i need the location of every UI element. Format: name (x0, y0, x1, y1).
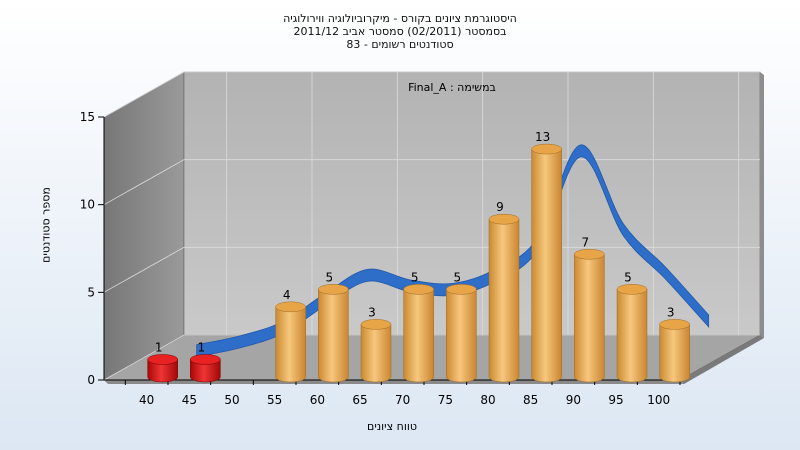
x-tick-label: 45 (182, 393, 197, 407)
bar-value-label: 7 (582, 235, 590, 249)
bar-value-label: 1 (198, 340, 206, 354)
bar-top (616, 284, 648, 295)
bar-value-label: 5 (454, 270, 462, 284)
bar-top (147, 354, 178, 365)
y-axis-label: מספר סטודנטים (39, 187, 53, 263)
floor-right-edge (680, 335, 764, 384)
bar-body (360, 324, 392, 383)
histogram-bar (574, 249, 605, 383)
y-tick-label: 5 (87, 285, 95, 299)
bar-body (616, 289, 648, 383)
bar-body (574, 254, 605, 383)
chart-subtitle-semester: בסמסטר (02/2011) סמסטר אביב 2011/12 (293, 25, 507, 38)
x-tick-label: 70 (395, 393, 410, 407)
histogram-bar (488, 213, 520, 383)
bar-body (488, 218, 520, 383)
bar-body (659, 324, 690, 383)
x-tick-label: 75 (438, 393, 453, 407)
y-tick-label: 15 (80, 110, 95, 124)
bar-top (403, 284, 434, 295)
histogram-bar (659, 319, 690, 383)
bar-top (190, 354, 221, 365)
bar-top (446, 284, 477, 295)
x-tick-label: 50 (224, 393, 239, 407)
x-tick-label: 90 (566, 393, 581, 407)
chart-annotation: במשימה : Final_A (408, 81, 496, 94)
bar-body (275, 306, 306, 383)
bar-body (147, 359, 178, 383)
x-tick-label: 100 (647, 393, 670, 407)
histogram-bar (616, 284, 648, 383)
chart-title: היסטוגרמת ציונים בקורס - מיקרוביולוגיה ו… (283, 12, 517, 25)
bar-body (403, 289, 434, 383)
histogram-bar (318, 284, 349, 383)
x-tick-label: 40 (139, 393, 154, 407)
bar-body (318, 289, 349, 383)
x-tick-label: 65 (352, 393, 367, 407)
x-tick-label: 85 (523, 393, 538, 407)
bar-top (275, 301, 306, 313)
x-tick-label: 60 (310, 393, 325, 407)
histogram-bar (190, 354, 221, 383)
bar-value-label: 5 (411, 270, 419, 284)
bar-value-label: 5 (624, 270, 632, 284)
chart-subtitle-students: סטודנטים רשומים - 83 (346, 38, 454, 51)
bar-body (190, 359, 221, 383)
left-wall (103, 71, 185, 381)
bar-body (531, 148, 562, 383)
y-tick-label: 10 (80, 198, 95, 212)
x-axis-label: טווח ציונים (367, 420, 417, 433)
bar-body (446, 289, 477, 383)
histogram-bar (403, 284, 434, 383)
histogram-bar (446, 284, 477, 383)
bar-value-label: 1 (155, 340, 163, 354)
x-tick-label: 95 (608, 393, 623, 407)
x-tick-label: 80 (480, 393, 495, 407)
y-tick-label: 0 (87, 373, 95, 387)
bar-top (531, 143, 562, 155)
bar-top (360, 319, 392, 330)
histogram-bar (360, 319, 392, 383)
bar-value-label: 13 (535, 130, 550, 144)
bar-top (659, 319, 690, 330)
histogram-bar (147, 354, 178, 383)
bar-top (318, 284, 349, 295)
back-wall-edge (760, 72, 764, 338)
bar-value-label: 9 (496, 200, 504, 214)
bar-top (488, 213, 520, 225)
bar-top (574, 249, 605, 260)
histogram-bar (531, 143, 562, 383)
bar-value-label: 3 (368, 305, 376, 319)
bar-value-label: 4 (283, 288, 291, 302)
histogram-bar (275, 301, 306, 383)
bar-value-label: 5 (326, 270, 334, 284)
bar-value-label: 3 (667, 305, 675, 319)
x-tick-label: 55 (267, 393, 282, 407)
